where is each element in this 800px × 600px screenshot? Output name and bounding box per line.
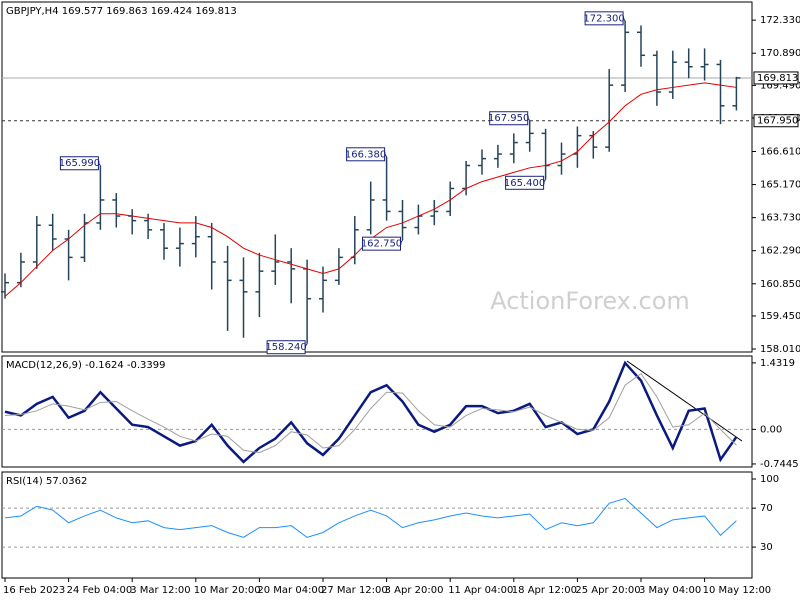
y-tick-label: 70 xyxy=(760,503,773,514)
panel-frame xyxy=(1,1,753,353)
price-label-box xyxy=(753,114,799,128)
panel-frame xyxy=(1,355,753,468)
panel-frame xyxy=(1,471,753,579)
x-tick-label: 18 Apr 12:00 xyxy=(512,585,577,596)
indicator-line xyxy=(4,360,738,464)
panel-title: RSI(14) 57.0362 xyxy=(6,476,87,487)
annotation-label: 162.750 xyxy=(361,239,402,250)
x-tick-label: 24 Feb 04:00 xyxy=(67,585,133,596)
annotation-label: 167.950 xyxy=(488,113,529,124)
y-tick-label: 100 xyxy=(760,474,779,485)
annotation-box xyxy=(489,111,529,126)
y-tick-label: 1.4319 xyxy=(760,358,795,369)
price-label-box xyxy=(753,71,799,85)
annotation-label: 158.240 xyxy=(265,342,306,353)
y-tick-label: 0.00 xyxy=(760,424,782,435)
indicator-line xyxy=(4,372,737,454)
annotation-box xyxy=(346,147,386,162)
x-tick-label: 25 Apr 20:00 xyxy=(575,585,640,596)
annotation-label: 166.380 xyxy=(345,149,386,160)
price-label: 167.950 xyxy=(757,116,798,127)
x-tick-label: 10 May 12:00 xyxy=(703,585,772,596)
annotation-label: 172.300 xyxy=(583,13,624,24)
x-tick-label: 3 May 04:00 xyxy=(639,585,701,596)
trend-line xyxy=(626,360,743,442)
panel-title: GBPJPY,H4 169.577 169.863 169.424 169.81… xyxy=(6,6,237,17)
panel-title: MACD(12,26,9) -0.1624 -0.3399 xyxy=(6,360,166,371)
indicator-line xyxy=(4,497,737,538)
y-tick-label: -0.7445 xyxy=(760,459,799,470)
y-tick-label: 158.010 xyxy=(760,344,800,355)
y-tick-label: 163.730 xyxy=(760,213,800,224)
x-tick-label: 11 Apr 04:00 xyxy=(448,585,513,596)
y-tick-label: 165.170 xyxy=(760,180,800,191)
y-tick-label: 169.490 xyxy=(760,80,800,91)
x-tick-label: 20 Mar 04:00 xyxy=(257,585,324,596)
watermark: ActionForex.com xyxy=(490,287,690,315)
annotation-label: 165.990 xyxy=(59,158,100,169)
y-tick-label: 30 xyxy=(760,542,773,553)
annotation-box xyxy=(362,236,401,251)
y-tick-label: 172.330 xyxy=(760,15,800,26)
annotation-box xyxy=(266,340,306,355)
annotation-box xyxy=(584,11,624,26)
annotation-box xyxy=(505,175,545,190)
y-tick-label: 170.890 xyxy=(760,48,800,59)
price-label: 169.813 xyxy=(757,73,798,84)
annotation-box xyxy=(59,156,99,171)
y-tick-label: 162.290 xyxy=(760,246,800,257)
y-tick-label: 166.610 xyxy=(760,147,800,158)
x-tick-label: 3 Mar 12:00 xyxy=(130,585,190,596)
y-tick-label: 159.450 xyxy=(760,311,800,322)
y-tick-label: 160.850 xyxy=(760,279,800,290)
x-tick-label: 3 Apr 20:00 xyxy=(385,585,444,596)
annotation-label: 165.400 xyxy=(504,178,545,189)
x-tick-label: 16 Feb 2023 xyxy=(3,585,65,596)
x-tick-label: 10 Mar 20:00 xyxy=(194,585,261,596)
x-tick-label: 27 Mar 12:00 xyxy=(321,585,388,596)
